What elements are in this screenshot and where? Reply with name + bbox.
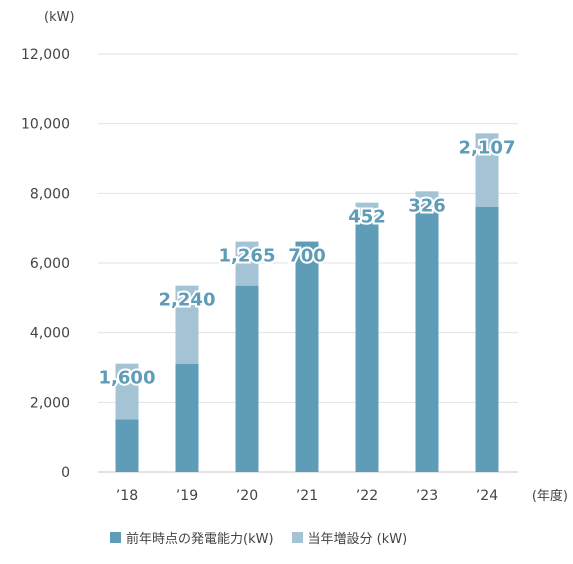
bar-previous-4 [355, 218, 379, 472]
x-tick-label-2: ’20 [236, 488, 258, 504]
legend-label-previous-capacity: 前年時点の発電能力(kW) [126, 532, 274, 547]
bar-previous-6 [475, 206, 499, 472]
bar-previous-5 [415, 202, 439, 472]
data-label-3: 700 [288, 246, 326, 267]
x-tick-label-1: ’19 [176, 488, 198, 504]
data-label-1: 2,240 [159, 290, 216, 311]
bar-added-5 [415, 191, 439, 203]
y-axis-unit-label: (kW) [44, 10, 75, 25]
legend-item-previous-capacity: 前年時点の発電能力(kW) [110, 528, 274, 547]
bar-added-2 [235, 241, 259, 286]
bar-added-6 [475, 133, 499, 207]
x-tick-label-0: ’18 [116, 488, 138, 504]
x-axis-unit-label: (年度) [532, 488, 568, 504]
legend-item-added-capacity: 当年増設分 (kW) [291, 528, 408, 547]
data-label-2: 1,265 [219, 246, 276, 267]
y-tick-label-12000: 12,000 [21, 47, 70, 63]
y-tick-label-4000: 4,000 [30, 326, 70, 342]
bar-added-1 [175, 285, 199, 364]
y-tick-label-2000: 2,000 [30, 395, 70, 411]
data-label-5: 326 [408, 195, 446, 216]
y-tick-label-6000: 6,000 [30, 256, 70, 272]
bar-previous-3 [295, 241, 319, 472]
x-tick-label-3: ’21 [296, 488, 318, 504]
data-label-0: 1,600 [99, 368, 156, 389]
y-tick-label-0: 0 [61, 465, 70, 481]
bar-added-4 [355, 202, 379, 219]
legend-swatch-added-capacity [291, 532, 303, 543]
bar-previous-2 [235, 285, 259, 472]
x-tick-label-5: ’23 [416, 488, 438, 504]
data-label-6: 2,107 [459, 137, 516, 158]
data-label-4: 452 [348, 207, 386, 228]
bar-previous-1 [175, 363, 199, 472]
bar-added-0 [115, 363, 139, 420]
x-tick-label-6: ’24 [476, 488, 498, 504]
legend-swatch-previous-capacity [110, 532, 121, 543]
bar-previous-0 [115, 419, 139, 472]
chart-legend: 前年時点の発電能力(kW) 当年増設分 (kW) [110, 528, 425, 547]
legend-label-added-capacity: 当年増設分 (kW) [307, 532, 408, 547]
y-tick-label-8000: 8,000 [30, 186, 70, 202]
y-tick-label-10000: 10,000 [21, 117, 70, 133]
x-tick-label-4: ’22 [356, 488, 378, 504]
